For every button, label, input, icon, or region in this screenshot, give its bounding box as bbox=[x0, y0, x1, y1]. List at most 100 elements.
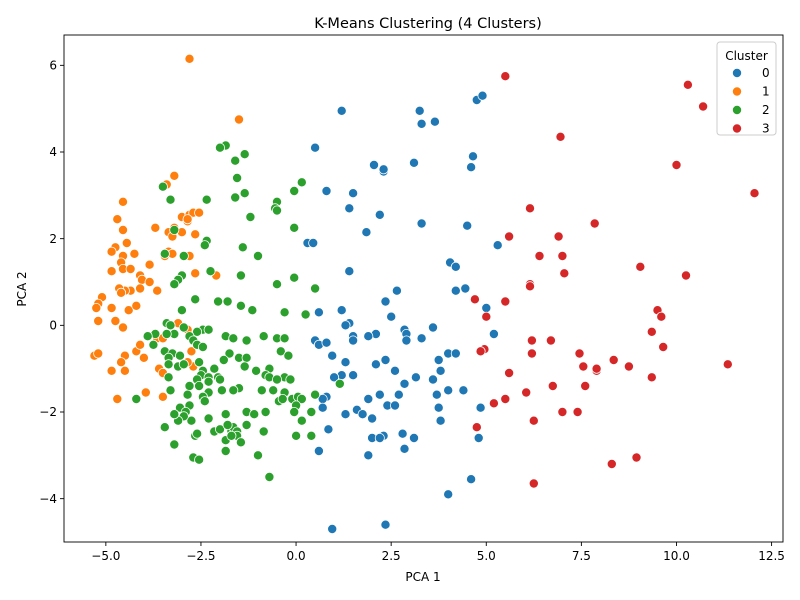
point-cluster-2-57 bbox=[174, 350, 185, 361]
point-cluster-2-21 bbox=[159, 248, 170, 259]
point-cluster-1-51 bbox=[93, 315, 104, 326]
point-cluster-2-23 bbox=[252, 250, 263, 261]
point-cluster-0-82 bbox=[374, 432, 385, 443]
point-cluster-2-100 bbox=[184, 380, 195, 391]
point-cluster-1-59 bbox=[186, 346, 197, 357]
point-cluster-1-17 bbox=[190, 229, 201, 240]
legend-marker-3 bbox=[732, 123, 743, 134]
point-cluster-2-115 bbox=[203, 413, 214, 424]
legend-entries: 0 1 2 3 bbox=[732, 66, 770, 136]
point-cluster-3-44 bbox=[572, 406, 583, 417]
y-tick-label-2: 0 bbox=[49, 319, 57, 333]
point-cluster-2-80 bbox=[239, 361, 250, 372]
x-tick-label-0: −5.0 bbox=[91, 549, 120, 563]
point-cluster-3-10 bbox=[534, 250, 545, 261]
point-cluster-0-89 bbox=[313, 445, 324, 456]
point-cluster-0-53 bbox=[433, 354, 444, 365]
point-cluster-0-5 bbox=[368, 159, 379, 170]
series-3 bbox=[469, 71, 760, 489]
point-cluster-3-12 bbox=[635, 261, 646, 272]
point-cluster-2-81 bbox=[251, 365, 262, 376]
point-cluster-2-148 bbox=[199, 396, 210, 407]
point-cluster-2-108 bbox=[169, 409, 180, 420]
point-cluster-0-25 bbox=[450, 261, 461, 272]
point-cluster-1-31 bbox=[125, 263, 136, 274]
point-cluster-0-91 bbox=[473, 432, 484, 443]
point-cluster-1-5 bbox=[112, 214, 123, 225]
point-cluster-0-55 bbox=[450, 348, 461, 359]
point-cluster-0-8 bbox=[408, 157, 419, 168]
point-cluster-0-10 bbox=[416, 118, 427, 129]
legend-marker-0 bbox=[732, 68, 743, 79]
point-cluster-2-31 bbox=[205, 266, 216, 277]
point-cluster-0-57 bbox=[399, 378, 410, 389]
point-cluster-0-45 bbox=[340, 320, 351, 331]
point-cluster-2-126 bbox=[220, 445, 231, 456]
point-cluster-2-75 bbox=[209, 363, 220, 374]
x-tick-label-4: 5.0 bbox=[477, 549, 496, 563]
point-cluster-1-66 bbox=[116, 357, 127, 368]
point-cluster-2-117 bbox=[214, 424, 225, 435]
point-cluster-0-63 bbox=[329, 372, 340, 383]
point-cluster-0-15 bbox=[477, 90, 488, 101]
point-cluster-2-142 bbox=[296, 415, 307, 426]
y-tick-label-3: 2 bbox=[49, 232, 57, 246]
point-cluster-1-0 bbox=[184, 53, 195, 64]
point-cluster-2-41 bbox=[165, 320, 176, 331]
point-cluster-2-68 bbox=[275, 346, 286, 357]
point-cluster-3-45 bbox=[528, 415, 539, 426]
legend-box bbox=[716, 41, 777, 136]
point-cluster-2-9 bbox=[165, 194, 176, 205]
point-cluster-3-4 bbox=[671, 159, 682, 170]
point-cluster-2-139 bbox=[296, 393, 307, 404]
point-cluster-2-53 bbox=[142, 331, 153, 342]
point-cluster-2-8 bbox=[201, 194, 212, 205]
point-cluster-1-28 bbox=[144, 259, 155, 270]
point-cluster-2-15 bbox=[245, 211, 256, 222]
point-cluster-0-93 bbox=[466, 474, 477, 485]
point-cluster-3-1 bbox=[682, 79, 693, 90]
point-cluster-0-68 bbox=[374, 389, 385, 400]
point-cluster-3-11 bbox=[557, 250, 568, 261]
point-cluster-2-86 bbox=[285, 374, 296, 385]
plot-frame bbox=[63, 34, 784, 543]
x-tick-label-1: −2.5 bbox=[186, 549, 215, 563]
point-cluster-3-17 bbox=[469, 294, 480, 305]
point-cluster-0-1 bbox=[336, 105, 347, 116]
point-cluster-0-28 bbox=[391, 285, 402, 296]
point-cluster-2-147 bbox=[214, 374, 225, 385]
point-cluster-0-66 bbox=[431, 389, 442, 400]
point-cluster-0-43 bbox=[348, 335, 359, 346]
point-cluster-1-34 bbox=[144, 276, 155, 287]
point-cluster-3-30 bbox=[608, 354, 619, 365]
point-cluster-2-127 bbox=[235, 437, 246, 448]
point-cluster-1-9 bbox=[194, 207, 205, 218]
point-cluster-3-22 bbox=[646, 326, 657, 337]
point-cluster-1-73 bbox=[157, 391, 168, 402]
point-cluster-1-46 bbox=[131, 300, 142, 311]
x-tick-label-3: 2.5 bbox=[382, 549, 401, 563]
point-cluster-3-2 bbox=[698, 101, 709, 112]
point-cluster-1-2 bbox=[169, 170, 180, 181]
point-cluster-3-38 bbox=[580, 380, 591, 391]
point-cluster-1-47 bbox=[152, 285, 163, 296]
point-cluster-3-37 bbox=[547, 380, 558, 391]
point-cluster-0-94 bbox=[380, 519, 391, 530]
point-cluster-0-65 bbox=[443, 385, 454, 396]
point-cluster-0-19 bbox=[462, 220, 473, 231]
point-cluster-3-43 bbox=[557, 406, 568, 417]
point-cluster-0-3 bbox=[348, 188, 359, 199]
y-axis-label: PCA 2 bbox=[15, 271, 29, 306]
y-axis: −4 −2 0 2 4 6 bbox=[39, 59, 64, 506]
point-cluster-0-27 bbox=[450, 285, 461, 296]
point-cluster-2-16 bbox=[169, 224, 180, 235]
chart-title: K-Means Clustering (4 Clusters) bbox=[314, 16, 542, 32]
point-cluster-3-41 bbox=[521, 387, 532, 398]
point-cluster-2-20 bbox=[289, 222, 300, 233]
point-cluster-0-50 bbox=[340, 357, 351, 368]
point-cluster-3-27 bbox=[475, 346, 486, 357]
point-cluster-2-28 bbox=[169, 279, 180, 290]
point-cluster-0-32 bbox=[386, 311, 397, 322]
point-cluster-0-77 bbox=[317, 402, 328, 413]
x-tick-label-6: 10.0 bbox=[663, 549, 690, 563]
